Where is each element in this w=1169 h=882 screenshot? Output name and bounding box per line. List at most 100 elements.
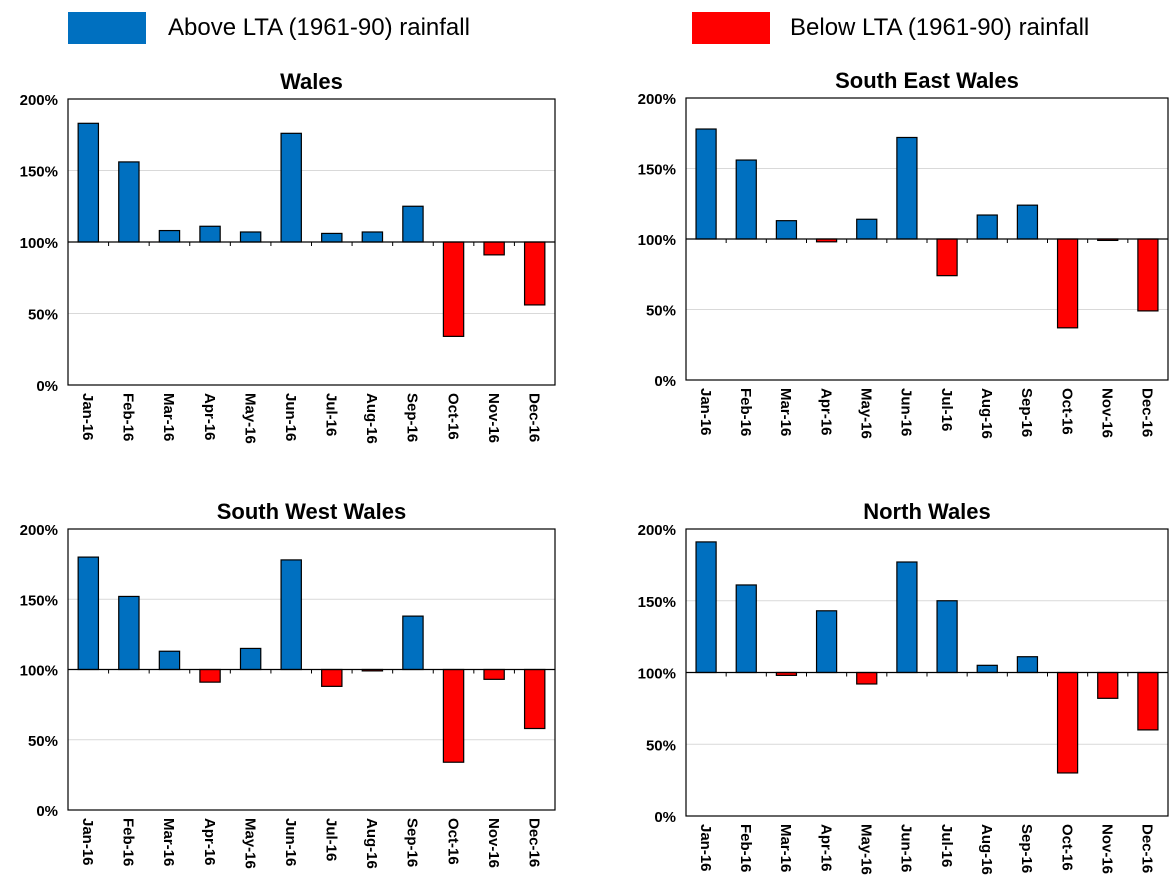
x-tick-label: Aug-16 (978, 824, 995, 875)
bar (775, 220, 798, 240)
bar (896, 136, 918, 240)
x-tick-label: Jun-16 (898, 388, 915, 436)
chart-panel: North Wales 0% 50% 100% 150% 200% Jan-16 Feb-16… (638, 499, 1169, 875)
bar (976, 664, 998, 674)
x-tick-label: Dec-16 (525, 393, 542, 442)
x-tick-label: Aug-16 (363, 393, 380, 444)
bar (361, 231, 384, 243)
bar (118, 595, 140, 671)
bar (442, 668, 465, 763)
bar (118, 161, 140, 243)
bar (523, 668, 546, 730)
y-tick-label: 50% (28, 733, 58, 750)
chart-title: South West Wales (217, 499, 406, 524)
x-tick-label: Nov-16 (485, 393, 502, 443)
x-tick-label: May-16 (241, 818, 258, 869)
x-tick-label: May-16 (241, 393, 258, 444)
y-tick-label: 100% (20, 663, 58, 680)
bar (936, 238, 958, 277)
legend-swatch-above (68, 12, 146, 44)
x-tick-label: Mar-16 (777, 388, 794, 436)
bar (856, 671, 878, 685)
x-tick-label: Feb-16 (737, 824, 754, 872)
x-tick-label: Feb-16 (120, 818, 137, 866)
bar (1097, 671, 1119, 699)
bar (158, 229, 181, 243)
bar (483, 668, 505, 680)
x-tick-label: Oct-16 (444, 393, 461, 440)
bar (280, 559, 302, 671)
bar (815, 610, 838, 674)
bar (321, 668, 343, 687)
x-tick-label: Mar-16 (160, 818, 177, 866)
x-tick-label: Jul-16 (938, 824, 955, 867)
bar (402, 205, 424, 243)
x-tick-label: Dec-16 (1139, 824, 1156, 873)
y-tick-label: 0% (36, 378, 58, 395)
y-tick-label: 150% (20, 592, 58, 609)
bar (1016, 204, 1039, 240)
x-tick-label: Nov-16 (485, 818, 502, 868)
x-tick-label: Jul-16 (323, 818, 340, 861)
x-tick-label: Oct-16 (1058, 824, 1075, 871)
bar (896, 561, 918, 674)
bar (695, 128, 717, 240)
x-tick-label: Mar-16 (777, 824, 794, 872)
x-tick-label: Nov-16 (1099, 388, 1116, 438)
x-tick-label: Nov-16 (1099, 824, 1116, 874)
y-tick-label: 200% (20, 92, 58, 109)
y-tick-label: 100% (20, 235, 58, 252)
bar (402, 615, 424, 671)
x-tick-label: Jun-16 (898, 824, 915, 872)
y-tick-label: 0% (654, 809, 676, 826)
y-tick-label: 100% (638, 666, 676, 683)
y-tick-label: 200% (20, 522, 58, 539)
bar (856, 218, 878, 240)
bar (280, 132, 302, 243)
bar (735, 159, 757, 240)
x-tick-label: Jun-16 (282, 393, 299, 441)
y-tick-label: 50% (646, 303, 676, 320)
bar (199, 225, 221, 243)
bar (523, 241, 546, 306)
bar (976, 214, 998, 240)
bar (77, 556, 100, 671)
x-tick-label: Mar-16 (160, 393, 177, 441)
chart-panel: Wales 0% 50% 100% 150% 200% Jan-16 Feb-16 Mar-16… (20, 69, 556, 444)
bar (442, 241, 465, 337)
x-tick-label: Apr-16 (817, 388, 834, 436)
x-tick-label: Sep-16 (404, 818, 421, 867)
x-tick-label: Jan-16 (697, 388, 714, 436)
x-tick-label: Jul-16 (323, 393, 340, 436)
x-tick-label: Oct-16 (1058, 388, 1075, 435)
bar (695, 541, 717, 674)
x-tick-label: Aug-16 (363, 818, 380, 869)
x-tick-label: Aug-16 (978, 388, 995, 439)
x-tick-label: Feb-16 (120, 393, 137, 441)
x-tick-label: Apr-16 (201, 818, 218, 866)
legend-swatch-below (692, 12, 770, 44)
x-tick-label: Jan-16 (79, 393, 96, 441)
bar (321, 232, 343, 243)
x-tick-label: Sep-16 (1018, 824, 1035, 873)
x-tick-label: May-16 (858, 388, 875, 439)
bar (199, 668, 221, 683)
bar (1056, 671, 1079, 774)
x-tick-label: Dec-16 (1139, 388, 1156, 437)
bar (158, 650, 181, 671)
y-tick-label: 100% (638, 232, 676, 249)
x-tick-label: Jan-16 (79, 818, 96, 866)
x-tick-label: Feb-16 (737, 388, 754, 436)
y-tick-label: 0% (654, 373, 676, 390)
x-tick-label: Jan-16 (697, 824, 714, 872)
x-tick-label: Dec-16 (525, 818, 542, 867)
x-tick-label: May-16 (858, 824, 875, 875)
chart-panel: South East Wales 0% 50% 100% 150% 200% Jan-16 F… (638, 68, 1169, 439)
chart-panel: South West Wales 0% 50% 100% 150% 200% Jan-16 F… (20, 499, 556, 869)
y-tick-label: 50% (646, 737, 676, 754)
legend-label-above: Above LTA (1961-90) rainfall (168, 14, 470, 41)
legend-label-below: Below LTA (1961-90) rainfall (790, 14, 1090, 41)
x-tick-label: Sep-16 (1018, 388, 1035, 437)
bar (1137, 671, 1159, 731)
